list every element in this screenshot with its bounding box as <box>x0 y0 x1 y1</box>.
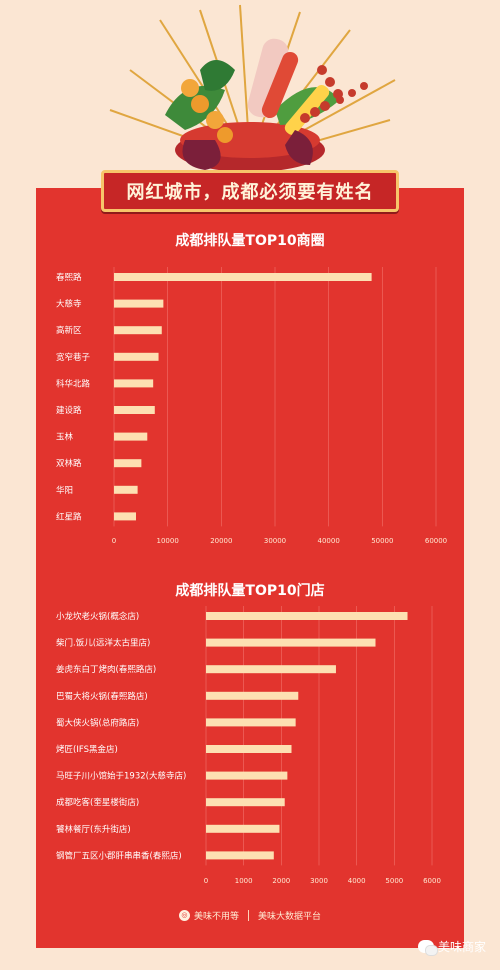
hotpot-skewers-illustration <box>109 4 396 172</box>
bar <box>206 745 292 753</box>
category-label: 马旺子川小馆始于1932(大慈寺店) <box>56 771 186 782</box>
bar <box>114 299 164 308</box>
bar <box>206 691 299 700</box>
bar <box>114 352 159 361</box>
footer-divider <box>248 909 249 921</box>
category-label: 小龙坎老火锅(概念店) <box>56 611 139 622</box>
x-tick-label: 4000 <box>348 877 366 885</box>
category-label: 饕林餐厅(东升街店) <box>56 824 131 835</box>
wechat-watermark: 美味商家 <box>417 938 486 956</box>
bar <box>114 432 148 441</box>
bar <box>114 326 162 335</box>
bar <box>206 612 408 620</box>
category-label: 红星路 <box>56 511 82 522</box>
category-label: 大慈寺 <box>56 299 82 310</box>
category-label: 玉林 <box>56 432 74 443</box>
bar <box>114 512 137 521</box>
category-label: 成都吃客(奎星楼街店) <box>56 797 139 808</box>
x-tick-label: 0 <box>112 537 116 545</box>
category-label: 柴门.饭儿(远洋太古里店) <box>56 638 150 649</box>
x-tick-label: 60000 <box>425 537 447 545</box>
x-tick-label: 5000 <box>385 877 403 885</box>
x-tick-label: 3000 <box>310 877 328 885</box>
chart-top10-districts: 成都排队量TOP10商圈 0 10000 20000 30000 40000 50000 6… <box>36 225 464 555</box>
category-label: 姜虎东白丁烤肉(春熙路店) <box>56 664 156 675</box>
category-label: 巴蜀大将火锅(春熙路店) <box>56 691 148 702</box>
x-tick-label: 10000 <box>157 537 179 545</box>
x-tick-label: 30000 <box>264 537 286 545</box>
title-banner: 网红城市，成都必须要有姓名 <box>101 170 399 212</box>
chart-top10-stores: 成都排队量TOP10门店 0 1000 2000 3000 4000 5000 6000 小龙… <box>36 572 464 897</box>
footer-brand: 美味不用等 <box>193 911 239 922</box>
category-label: 宽窄巷子 <box>56 352 91 363</box>
bar-chart-districts: 0 10000 20000 30000 40000 50000 60000 春熙路大慈寺高新区… <box>56 267 447 545</box>
brand-logo-icon: ◎ <box>178 909 190 921</box>
x-tick-label: 2000 <box>272 877 290 885</box>
category-label: 建设路 <box>56 405 82 416</box>
bar <box>206 798 285 807</box>
bar <box>206 851 274 860</box>
bar <box>206 718 296 727</box>
category-label: 华阳 <box>56 485 73 496</box>
x-tick-label: 50000 <box>371 537 393 545</box>
category-label: 双林路 <box>56 458 82 469</box>
bar <box>206 638 376 647</box>
footer: ◎ 美味不用等 美味大数据平台 <box>36 905 464 925</box>
category-label: 高新区 <box>56 325 82 336</box>
bar <box>114 379 154 388</box>
x-tick-label: 0 <box>204 877 208 885</box>
bar <box>114 485 138 494</box>
bar <box>114 273 372 281</box>
banner-title: 网红城市，成都必须要有姓名 <box>126 182 374 203</box>
x-tick-label: 6000 <box>423 877 441 885</box>
x-tick-label: 1000 <box>235 877 253 885</box>
category-label: 烤匠(IFS黑金店) <box>56 744 118 755</box>
x-tick-label: 40000 <box>318 537 340 545</box>
x-tick-label: 20000 <box>210 537 232 545</box>
bar <box>114 406 155 414</box>
content-panel <box>36 188 464 948</box>
bar <box>206 665 336 674</box>
category-label: 蜀大侠火锅(总府路店) <box>56 717 139 728</box>
bar-chart-stores: 0 1000 2000 3000 4000 5000 6000 小龙坎老火锅(概念店) 柴门.饭… <box>56 606 441 885</box>
bar <box>206 824 280 833</box>
chart-title: 成都排队量TOP10门店 <box>175 583 325 599</box>
watermark-text: 美味商家 <box>437 940 486 954</box>
bar <box>206 771 288 780</box>
footer-platform: 美味大数据平台 <box>258 911 322 922</box>
wechat-icon <box>417 940 438 956</box>
category-label: 春熙路 <box>56 272 82 283</box>
category-label: 钢管厂五区小郡肝串串香(春熙店) <box>56 850 182 861</box>
bar <box>114 459 142 468</box>
category-label: 科华北路 <box>56 378 91 389</box>
chart-title: 成都排队量TOP10商圈 <box>175 233 325 249</box>
